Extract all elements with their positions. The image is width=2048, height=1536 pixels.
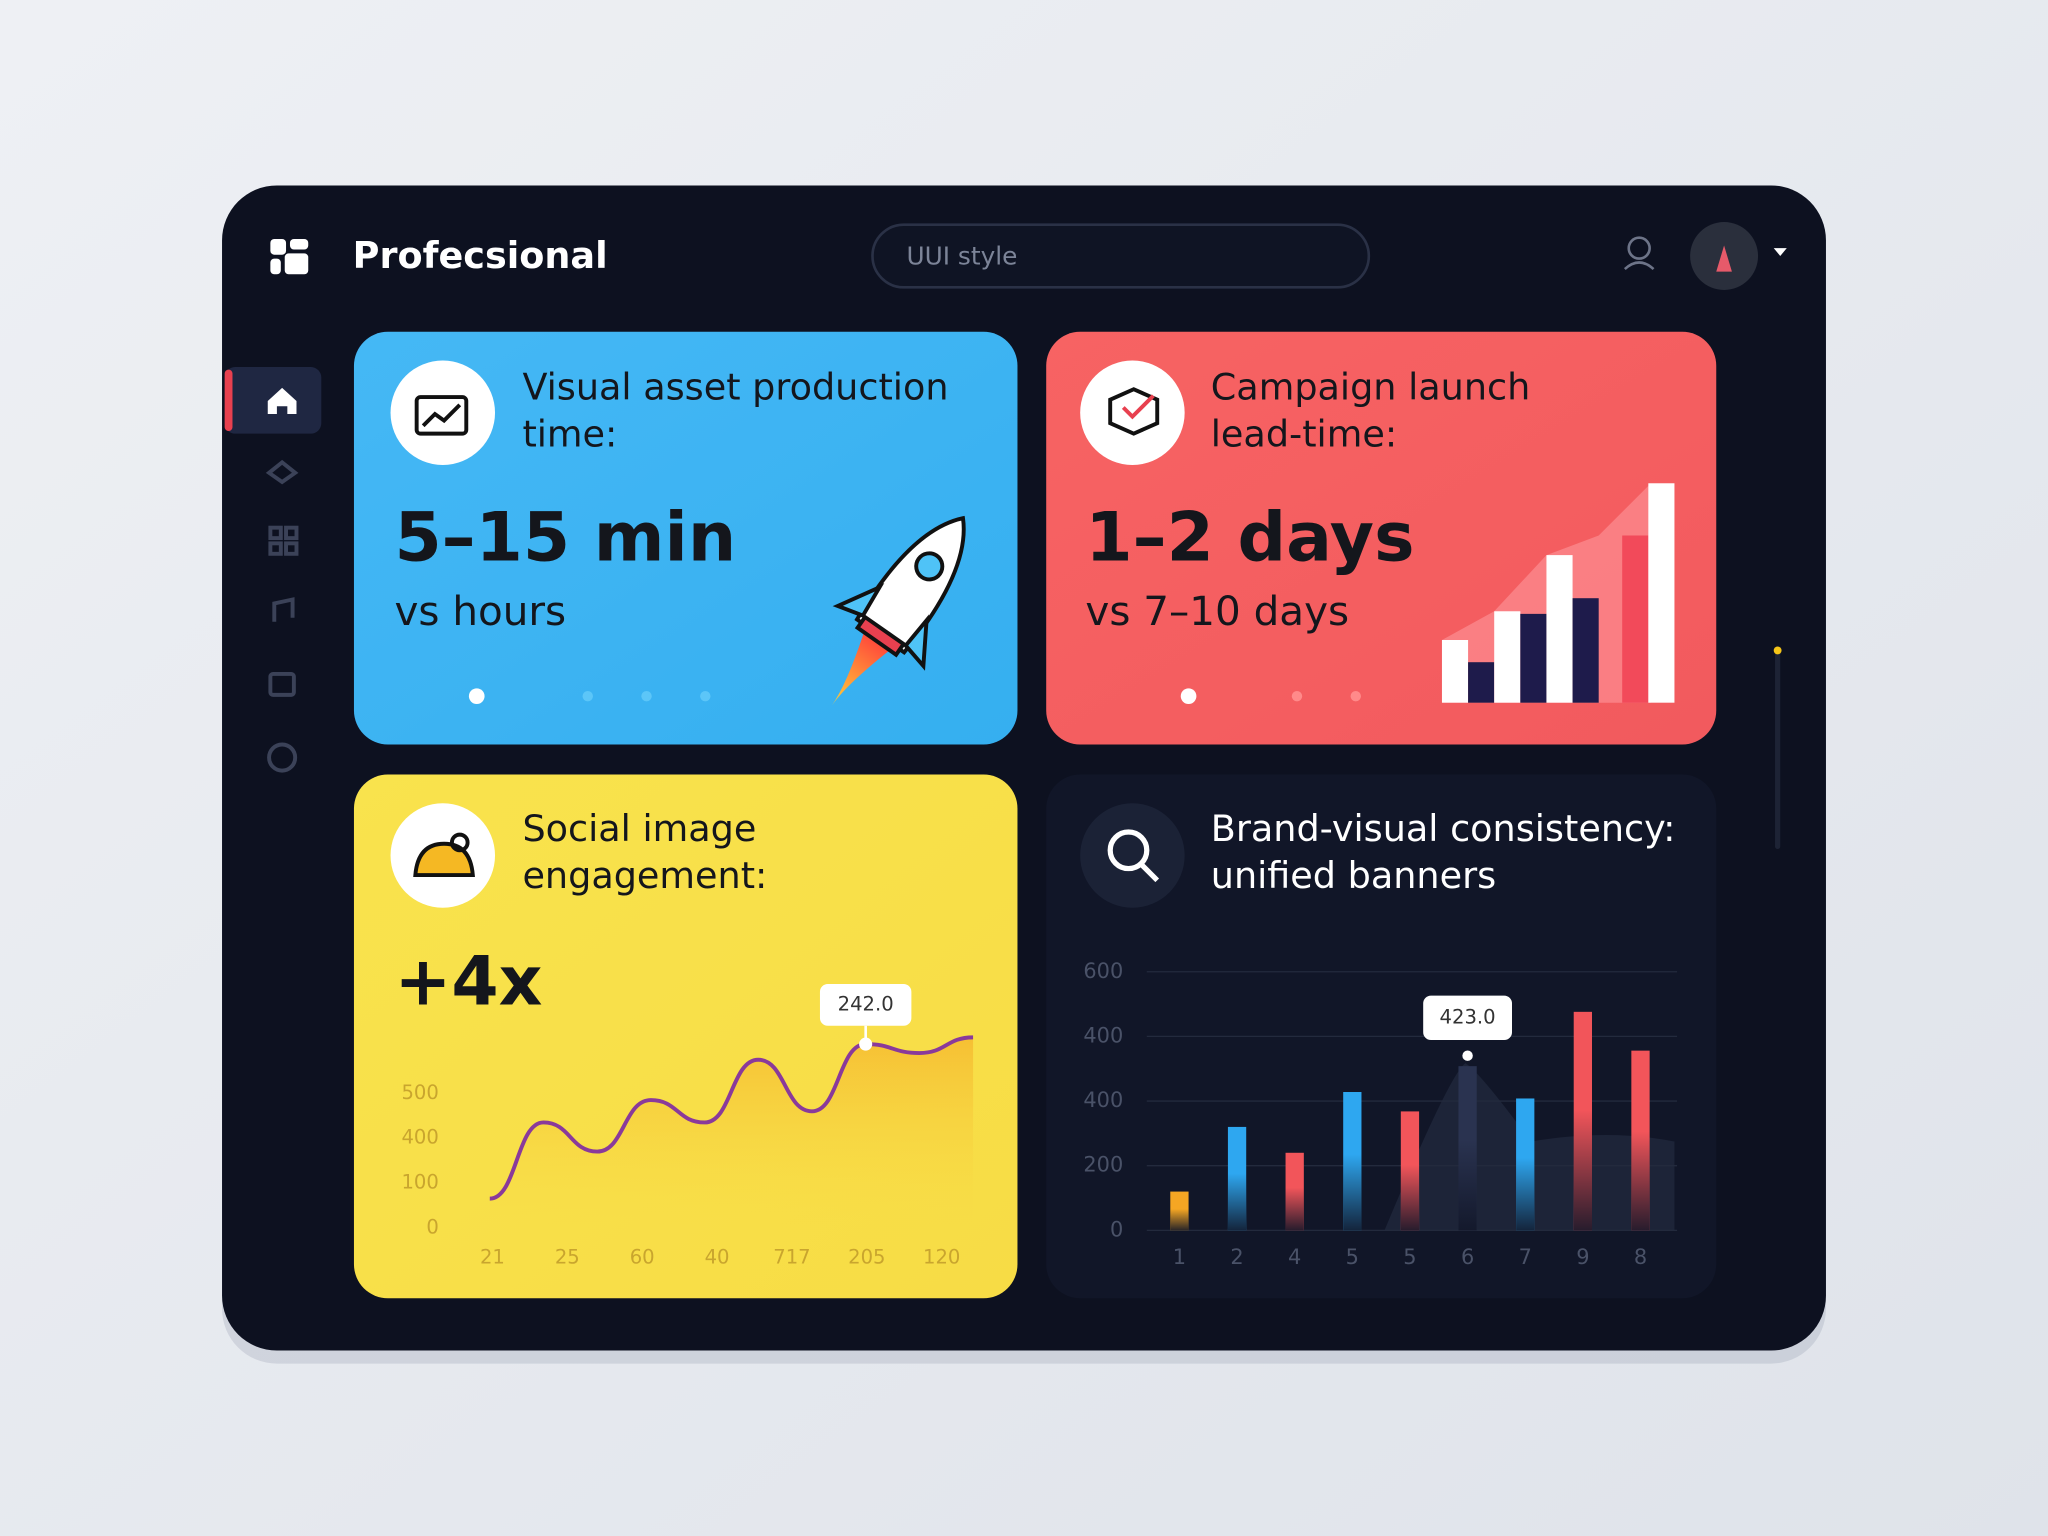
x-tick-label: 120 [923, 1245, 960, 1268]
card-icon [390, 360, 496, 465]
y-tick-label: 400 [1083, 1088, 1123, 1112]
card-title: Brand-visual consistency: [1211, 807, 1676, 850]
x-tick-label: 40 [705, 1245, 730, 1268]
x-tick-label: 25 [555, 1245, 580, 1268]
bar-chart: 0 200 400 400 600 1 2 4 5 5 6 7 9 8 423.0 [1083, 959, 1678, 1269]
card-title: engagement: [522, 854, 767, 897]
pager-dots [582, 690, 711, 702]
card-icon [1080, 360, 1185, 465]
x-tick-label: 5 [1403, 1245, 1416, 1269]
tooltip-point [859, 1037, 873, 1051]
tooltip-box [819, 983, 912, 1026]
y-tick-label: 100 [401, 1170, 438, 1193]
brand-name: Profecsional [353, 234, 608, 277]
y-tick-label: 600 [1083, 959, 1123, 983]
card-comparison: vs 7–10 days [1085, 587, 1349, 635]
bar-shade [1170, 1209, 1189, 1231]
line-series [489, 1035, 974, 1201]
bar-shade [1573, 1110, 1592, 1231]
bar-shade [1458, 1140, 1477, 1231]
card-asset-time [353, 331, 1018, 745]
x-tick-label: 7 [1519, 1245, 1532, 1269]
scrollbar [1775, 650, 1781, 849]
menu-caret[interactable] [1773, 248, 1787, 256]
x-tick-label: 717 [773, 1245, 810, 1268]
x-tick-label: 1 [1173, 1245, 1186, 1269]
y-tick-label: 400 [1083, 1023, 1123, 1047]
x-tick-label: 2 [1230, 1245, 1243, 1269]
nav-icons[interactable] [265, 459, 299, 773]
card-title: Campaign launch [1211, 366, 1531, 409]
card-title: unified banners [1211, 854, 1496, 897]
line-chart: 0 100 400 500 21 25 60 40 717 205 120 242.0 [401, 983, 974, 1268]
tooltip-box [1423, 995, 1512, 1041]
rocket-illustration [831, 515, 966, 706]
bar-shade [1516, 1157, 1535, 1231]
x-tick-label: 205 [848, 1245, 885, 1268]
avatar-image [1716, 245, 1732, 272]
x-tick-label: 21 [480, 1245, 505, 1268]
line-area [489, 1037, 974, 1228]
x-tick-label: 9 [1576, 1245, 1589, 1269]
progress-dot [468, 688, 485, 704]
search-placeholder: UUI style [906, 241, 1017, 270]
y-tick-label: 0 [426, 1215, 438, 1238]
tooltip-point [1462, 1050, 1473, 1061]
card-comparison: vs hours [394, 587, 566, 635]
pager-dots [1291, 690, 1361, 702]
card-title: Social image [522, 807, 756, 850]
bar-shade [1343, 1154, 1362, 1231]
x-tick-label: 5 [1346, 1245, 1359, 1269]
search-box[interactable] [871, 223, 1371, 289]
x-tick-label: 6 [1461, 1245, 1474, 1269]
growth-illustration [1441, 483, 1675, 703]
card-icon [1080, 803, 1185, 908]
x-tick-label: 4 [1288, 1245, 1301, 1269]
y-tick-label: 0 [1110, 1217, 1123, 1241]
tooltip-text: 423.0 [1440, 1005, 1496, 1028]
x-tick-label: 60 [630, 1245, 655, 1268]
card-value: 5–15 min [394, 499, 736, 578]
bar-shade [1631, 1131, 1650, 1231]
x-tick-label: 8 [1634, 1245, 1647, 1269]
bar-shade [1227, 1173, 1247, 1231]
bar-shade [1400, 1164, 1420, 1231]
y-tick-label: 200 [1083, 1153, 1123, 1177]
scroll-thumb[interactable] [1773, 646, 1782, 655]
logo [270, 239, 309, 275]
box-check-icon [1108, 387, 1160, 436]
progress-dot [1180, 688, 1197, 704]
chart-icon [414, 395, 469, 436]
user-icon[interactable] [1623, 236, 1655, 271]
y-tick-label: 400 [401, 1126, 438, 1149]
search-icon [1107, 829, 1160, 883]
tooltip-text: 242.0 [838, 992, 894, 1015]
nav-active-indicator [224, 369, 233, 432]
card-title: time: [522, 413, 617, 456]
card-title: Visual asset production [522, 366, 948, 409]
card-value: +4x [394, 943, 542, 1022]
card-title: lead-time: [1211, 413, 1397, 456]
bar-shade [1285, 1187, 1304, 1231]
y-tick-label: 500 [401, 1081, 438, 1104]
nav-home-icon[interactable] [267, 387, 297, 415]
engagement-icon [413, 832, 475, 878]
card-value: 1–2 days [1085, 499, 1414, 578]
